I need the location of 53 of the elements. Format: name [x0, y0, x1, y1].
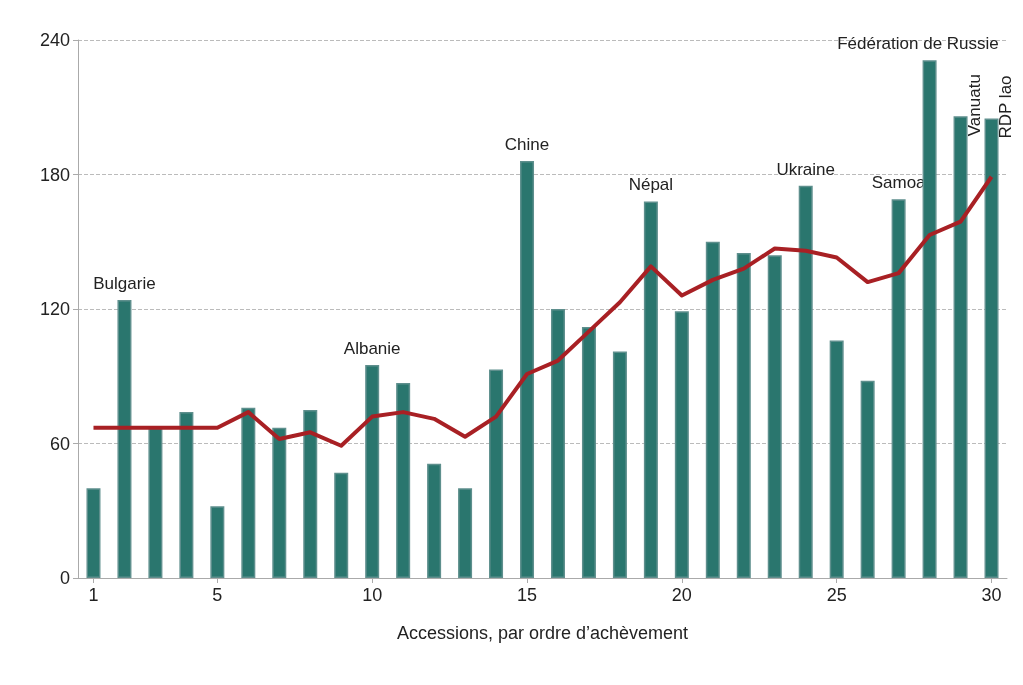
bar: [984, 118, 999, 578]
y-tick-label: 180: [39, 164, 70, 185]
bar: [179, 412, 194, 578]
bar: [767, 255, 782, 578]
bar: [365, 365, 380, 578]
bar: [427, 463, 442, 578]
bar: [117, 300, 132, 578]
annotation: Samoa: [871, 173, 927, 193]
bar: [520, 161, 535, 578]
bar: [612, 351, 627, 578]
annotation: Fédération de Russie: [837, 34, 999, 54]
x-tick-label: 1: [88, 585, 99, 605]
bar: [396, 382, 411, 578]
bar: [241, 407, 256, 578]
annotation: Chine: [504, 135, 550, 155]
x-tick-label: 20: [671, 585, 692, 605]
bar: [272, 427, 287, 578]
bar: [303, 409, 318, 578]
bar: [334, 472, 349, 578]
y-tick-label: 0: [59, 568, 70, 588]
y-tick-label: 60: [49, 433, 70, 454]
bar: [674, 311, 689, 578]
bar: [705, 241, 720, 578]
y-tick-label: 240: [39, 30, 70, 50]
line-series: [91, 174, 994, 448]
y-tick-label: 120: [39, 299, 70, 319]
bar: [581, 326, 596, 578]
bar: [550, 309, 565, 578]
bar: [643, 201, 658, 578]
x-tick-label: 25: [826, 585, 847, 605]
x-tick-label: 10: [362, 585, 383, 605]
bar: [953, 116, 968, 578]
annotation: Vanuatu: [965, 74, 985, 137]
annotation: Ukraine: [776, 159, 836, 179]
x-tick-label: 30: [981, 585, 1002, 605]
x-tick-label: 5: [212, 585, 223, 605]
bar: [148, 427, 163, 578]
bar: [922, 60, 937, 578]
bar: [829, 340, 844, 578]
bar: [736, 252, 751, 578]
x-tick-label: 15: [517, 585, 538, 605]
x-axis-title: Accessions, par ordre d’achèvement: [396, 623, 689, 643]
bar: [458, 488, 473, 578]
annotation: Albanie: [343, 339, 401, 359]
bar: [860, 380, 875, 578]
bar: [210, 506, 225, 578]
annotation: Népal: [628, 175, 674, 195]
annotation: Bulgarie: [93, 274, 156, 294]
bar: [86, 488, 101, 578]
bar: [798, 185, 813, 578]
annotation: RDP lao: [996, 75, 1016, 139]
bar: [489, 369, 504, 578]
bar: [891, 199, 906, 578]
